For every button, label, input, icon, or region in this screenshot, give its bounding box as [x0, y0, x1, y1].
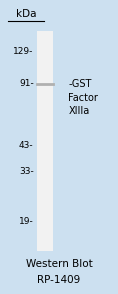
- Bar: [37, 31, 53, 251]
- Text: 33-: 33-: [19, 168, 34, 176]
- Text: 91-: 91-: [19, 79, 34, 88]
- Text: kDa: kDa: [16, 9, 36, 19]
- Text: 19-: 19-: [19, 218, 34, 226]
- Text: 129-: 129-: [13, 47, 34, 56]
- Text: 43-: 43-: [19, 141, 34, 150]
- Text: Western Blot: Western Blot: [26, 259, 92, 269]
- Text: -GST
Factor
XIIIa: -GST Factor XIIIa: [68, 79, 98, 116]
- Text: RP-1409: RP-1409: [37, 275, 81, 285]
